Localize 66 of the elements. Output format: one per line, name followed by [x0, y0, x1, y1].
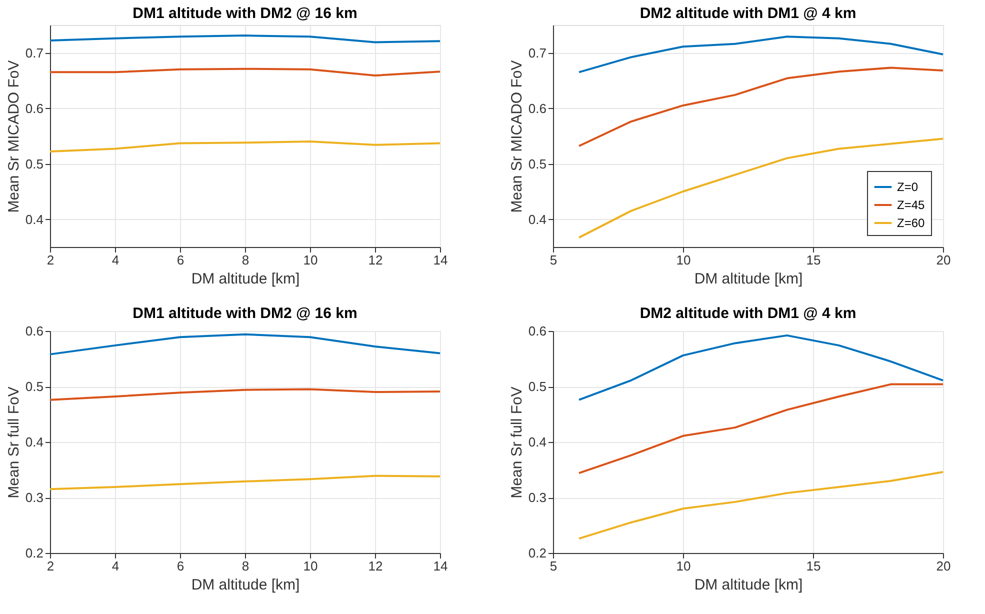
y-tick-label: 0.3 [25, 490, 44, 505]
x-tick-label: 10 [303, 558, 318, 574]
x-tick-label: 14 [433, 558, 448, 574]
y-tick-label: 0.4 [528, 434, 546, 450]
y-tick-label: 0.2 [528, 546, 546, 560]
y-tick-label: 0.7 [528, 45, 546, 60]
y-tick-label: 0.2 [25, 546, 44, 560]
chart-title: DM2 altitude with DM1 @ 4 km [640, 305, 856, 322]
x-tick-label: 6 [176, 252, 184, 268]
x-tick-label: 5 [550, 558, 558, 574]
x-tick-label: 12 [368, 252, 383, 268]
x-tick-label: 8 [242, 558, 250, 574]
y-tick-label: 0.4 [25, 212, 44, 227]
x-tick-label: 10 [676, 252, 691, 268]
x-tick-label: 12 [368, 558, 383, 574]
x-tick-label: 2 [46, 558, 54, 574]
line-series [578, 470, 944, 540]
x-tick-label: 8 [242, 252, 250, 268]
legend-label: Z=60 [897, 216, 926, 230]
line-series [578, 138, 944, 239]
line-series [578, 334, 944, 401]
y-tick-label: 0.5 [25, 156, 44, 172]
x-tick-label: 2 [46, 252, 54, 268]
y-tick-label: 0.6 [528, 324, 546, 338]
x-tick-label: 20 [936, 252, 951, 268]
y-axis-title: Mean Sr full FoV [508, 386, 526, 498]
x-tick-label: 20 [936, 558, 951, 574]
y-tick-label: 0.5 [528, 156, 546, 172]
y-tick-label: 0.4 [25, 434, 44, 450]
x-tick-label: 10 [303, 252, 318, 268]
x-tick-label: 10 [676, 558, 691, 574]
chart-title: DM1 altitude with DM2 @ 16 km [132, 305, 358, 322]
x-tick-label: 4 [112, 252, 120, 268]
line-series [578, 383, 944, 474]
legend-label: Z=0 [897, 180, 918, 194]
x-tick-label: 14 [433, 252, 448, 268]
legend-label: Z=45 [897, 198, 926, 212]
line-series [49, 68, 441, 77]
line-series [49, 388, 441, 401]
x-axis-title: DM altitude [km] [191, 576, 300, 594]
y-axis-title: Mean Sr full FoV [5, 386, 22, 498]
y-tick-label: 0.3 [528, 490, 546, 505]
x-axis-title: DM altitude [km] [694, 270, 803, 288]
x-tick-label: 15 [806, 558, 821, 574]
y-axis-title: Mean Sr MICADO FoV [5, 60, 22, 213]
y-tick-label: 0.6 [528, 100, 546, 116]
x-tick-label: 4 [112, 558, 120, 574]
y-axis-title: Mean Sr MICADO FoV [508, 60, 526, 213]
x-tick-label: 5 [550, 252, 558, 268]
y-tick-label: 0.7 [25, 45, 44, 60]
line-series [578, 66, 944, 147]
y-tick-label: 0.6 [25, 324, 44, 338]
x-tick-label: 6 [176, 558, 184, 574]
y-tick-label: 0.5 [25, 379, 44, 394]
x-axis-title: DM altitude [km] [191, 270, 300, 288]
line-series [49, 34, 441, 44]
chart-title: DM2 altitude with DM1 @ 4 km [640, 5, 856, 22]
line-series [49, 140, 441, 153]
chart-title: DM1 altitude with DM2 @ 16 km [132, 5, 358, 22]
line-series [49, 474, 441, 490]
y-tick-label: 0.4 [528, 212, 546, 227]
x-tick-label: 15 [806, 252, 821, 268]
y-tick-label: 0.6 [25, 100, 44, 116]
line-series [578, 36, 944, 74]
x-axis-title: DM altitude [km] [694, 576, 803, 594]
y-tick-label: 0.5 [528, 379, 546, 394]
